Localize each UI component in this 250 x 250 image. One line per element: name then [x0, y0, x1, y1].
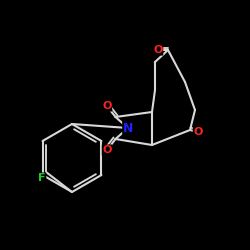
Text: O: O [102, 145, 112, 155]
Text: F: F [38, 173, 46, 183]
Text: O: O [193, 127, 203, 137]
Text: O: O [153, 45, 163, 55]
Text: O: O [102, 101, 112, 111]
Text: N: N [123, 122, 133, 134]
